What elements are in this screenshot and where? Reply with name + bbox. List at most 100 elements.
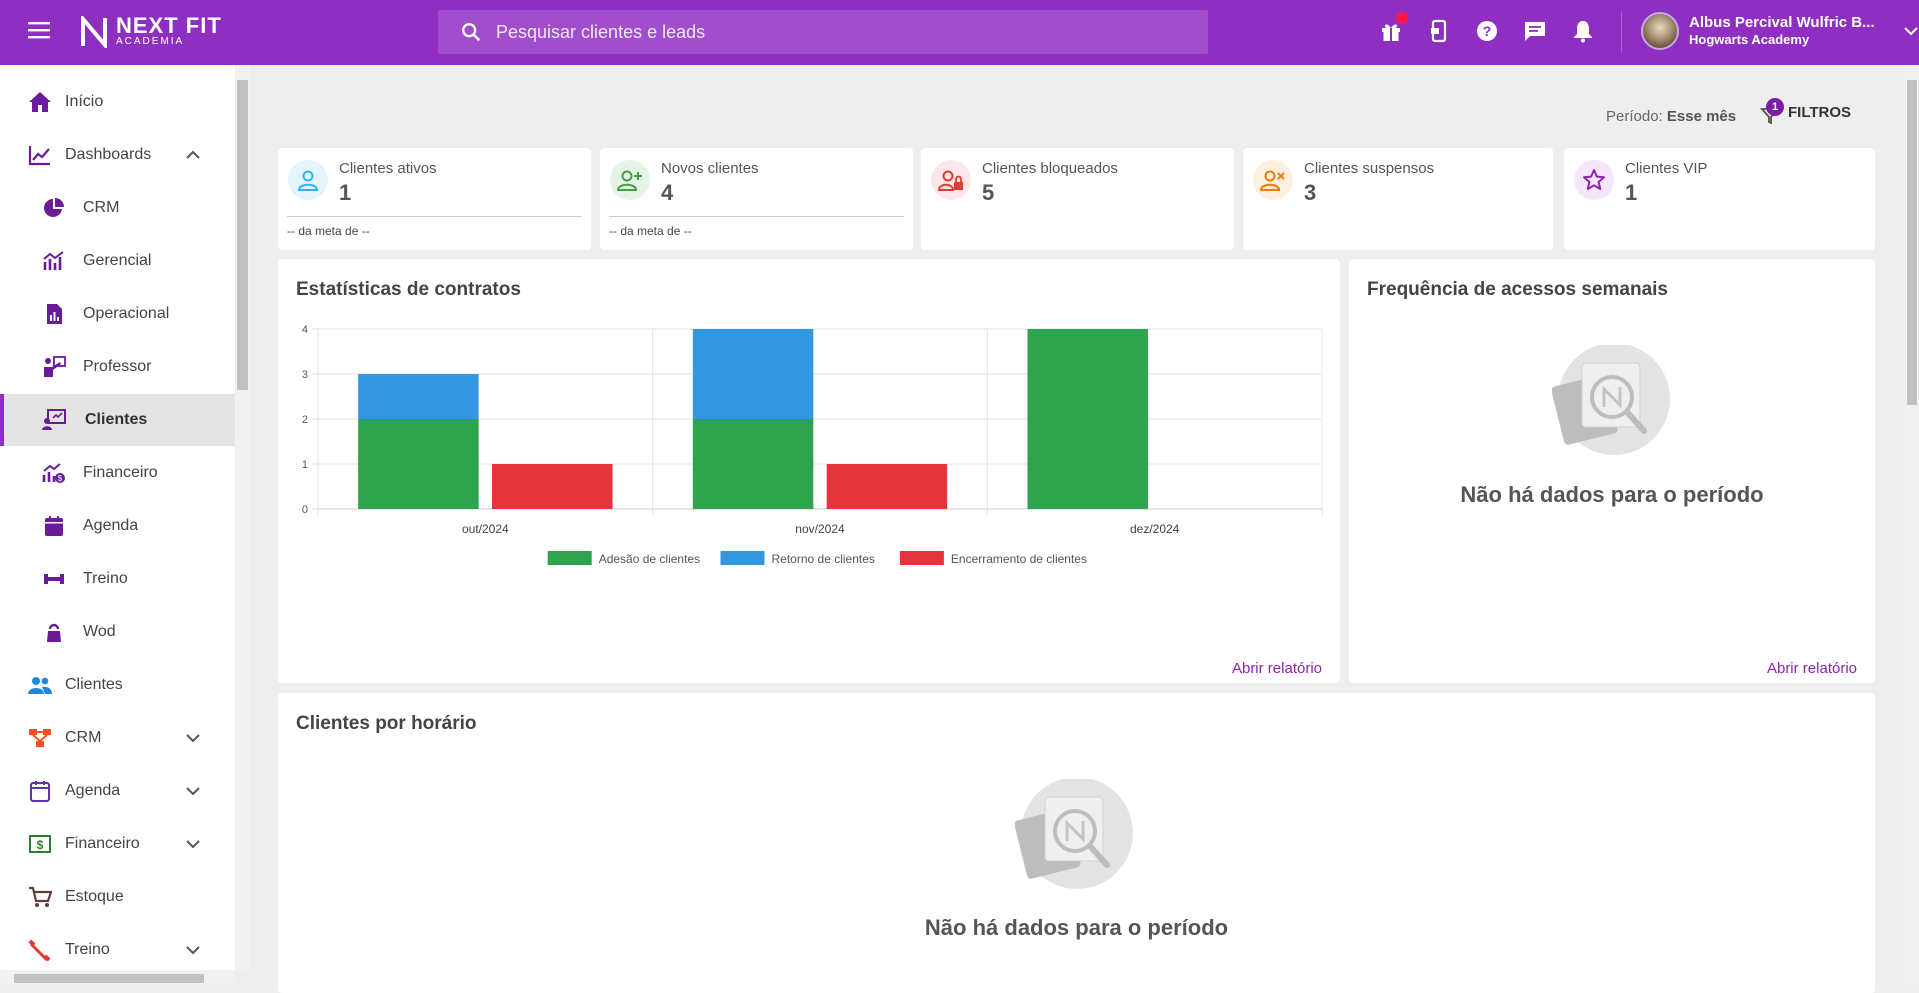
sidebar-item-label: CRM [83, 199, 120, 216]
sidebar-item-clientes[interactable]: Clientes [0, 659, 235, 711]
filters-button[interactable]: 1 FILTROS [1760, 98, 1852, 125]
period-selector[interactable]: Período: Esse mês [1606, 108, 1736, 125]
stat-title: Novos clientes [661, 160, 759, 177]
search-input[interactable] [496, 21, 1176, 43]
app-logo[interactable]: NEXT FIT ACADEMIA [80, 15, 222, 48]
sidebar-horizontal-scrollbar[interactable] [0, 970, 235, 985]
sidebar-item-label: Clientes [85, 411, 148, 428]
open-report-link[interactable]: Abrir relatório [1231, 660, 1322, 677]
stat-card-vip-clients[interactable]: Clientes VIP 1 [1564, 148, 1875, 250]
calendar-icon [45, 516, 63, 536]
bar [826, 464, 948, 509]
sidebar-item-label: Financeiro [65, 835, 140, 852]
stat-card-blocked-clients[interactable]: Clientes bloqueados 5 [921, 148, 1234, 250]
legend-swatch [899, 551, 944, 565]
contracts-bar-chart: 0 1 2 3 4 out/2024 nov/2024 dez/2024 Adesão de c… [302, 324, 1323, 566]
calendar-outline-icon [30, 781, 50, 802]
sidebar-item-operacional[interactable]: Operacional [0, 288, 235, 340]
help-icon[interactable]: ? [1474, 14, 1500, 48]
sidebar-item-label: Treino [65, 941, 110, 958]
card-title: Estatísticas de contratos [296, 279, 521, 300]
period-label: Período: [1606, 108, 1663, 125]
stat-value: 4 [661, 180, 674, 205]
sidebar-item-label: Agenda [83, 517, 139, 534]
stat-goal: -- da meta de -- [609, 224, 692, 238]
chevron-down-icon [186, 734, 200, 743]
x-tick-label: dez/2024 [1130, 522, 1180, 536]
bell-icon[interactable] [1570, 14, 1596, 48]
home-icon [29, 92, 51, 112]
sidebar-item-treino[interactable]: Treino [0, 924, 235, 976]
svg-text:$: $ [58, 474, 63, 483]
sidebar-item-label: Início [65, 93, 104, 110]
sidebar-item-agenda[interactable]: Agenda [0, 765, 235, 817]
document-chart-icon [47, 304, 62, 324]
stat-title: Clientes VIP [1625, 160, 1708, 177]
sidebar-item-label: Gerencial [83, 252, 152, 269]
empty-search-icon [1015, 779, 1133, 889]
avatar [1641, 12, 1679, 50]
sidebar-item-label: Wod [83, 623, 116, 640]
sidebar-item-label: CRM [65, 729, 102, 746]
legend-swatch [547, 551, 592, 565]
sidebar-item-crm-dashboard[interactable]: CRM [0, 182, 235, 234]
open-report-link[interactable]: Abrir relatório [1766, 660, 1857, 677]
sidebar-item-wod[interactable]: Wod [0, 606, 235, 658]
chevron-up-icon [186, 150, 200, 159]
sidebar-item-financeiro[interactable]: $ Financeiro [0, 818, 235, 870]
sidebar-item-estoque[interactable]: Estoque [0, 871, 235, 923]
sidebar-item-label: Dashboards [65, 146, 152, 163]
checkin-device-icon[interactable] [1426, 14, 1452, 48]
sidebar-hscroll-thumb[interactable] [14, 974, 204, 983]
search-box[interactable] [438, 10, 1208, 54]
sidebar-item-label: Estoque [65, 888, 124, 905]
sidebar-item-gerencial[interactable]: Gerencial [0, 235, 235, 287]
user-icon [288, 160, 328, 200]
legend-label: Retorno de clientes [772, 552, 875, 566]
card-title: Clientes por horário [296, 713, 477, 734]
sidebar-item-treino-dashboard[interactable]: Treino [0, 553, 235, 605]
gift-icon[interactable] [1378, 12, 1408, 48]
sidebar-item-label: Agenda [65, 782, 121, 799]
y-tick-label: 4 [302, 324, 308, 336]
sidebar-scrollbar[interactable] [235, 65, 250, 970]
sidebar-item-agenda-dashboard[interactable]: Agenda [0, 500, 235, 552]
stat-card-active-clients[interactable]: Clientes ativos 1 -- da meta de -- [278, 148, 591, 250]
teacher-icon [44, 356, 66, 377]
filters-label: FILTROS [1788, 103, 1852, 121]
chat-icon[interactable] [1522, 14, 1548, 48]
svg-text:$: $ [37, 838, 44, 852]
clients-by-hour-card: Clientes por horário Não há dados para o… [278, 693, 1875, 993]
stat-card-new-clients[interactable]: Novos clientes 4 -- da meta de -- [600, 148, 913, 250]
stat-title: Clientes bloqueados [982, 160, 1118, 177]
stat-value: 1 [339, 180, 352, 205]
sidebar-item-professor[interactable]: Professor [0, 341, 235, 393]
sidebar-item-dashboards[interactable]: Dashboards [0, 129, 235, 181]
sidebar-scrollbar-thumb[interactable] [237, 80, 248, 390]
sidebar-item-clientes-dashboard[interactable]: Clientes [0, 394, 235, 446]
user-org: Hogwarts Academy [1689, 32, 1810, 47]
chevron-down-icon [186, 840, 200, 849]
sidebar-item-label: Professor [83, 358, 152, 375]
sidebar-item-financeiro-dashboard[interactable]: $ Financeiro [0, 447, 235, 499]
stat-card-suspended-clients[interactable]: Clientes suspensos 3 [1243, 148, 1553, 250]
sidebar-item-inicio[interactable]: Início [0, 76, 235, 128]
divider [609, 216, 904, 217]
user-menu[interactable]: Albus Percival Wulfric B... Hogwarts Aca… [1641, 12, 1919, 50]
card-title: Frequência de acessos semanais [1367, 279, 1668, 300]
kettlebell-icon [47, 623, 61, 642]
menu-icon[interactable] [28, 20, 56, 44]
sidebar-item-label: Financeiro [83, 464, 158, 481]
divider [287, 216, 582, 217]
empty-search-icon [1552, 345, 1670, 455]
main-scrollbar[interactable] [1904, 65, 1919, 985]
frequency-card: Frequência de acessos semanais Não há da… [1349, 259, 1875, 683]
user-name: Albus Percival Wulfric B... [1689, 14, 1875, 31]
y-tick-label: 3 [302, 369, 308, 381]
bar [692, 419, 814, 509]
line-chart-icon [28, 146, 50, 166]
sidebar-item-label: Operacional [83, 305, 170, 322]
sidebar-item-crm[interactable]: CRM [0, 712, 235, 764]
legend-label: Encerramento de clientes [951, 552, 1087, 566]
main-scrollbar-thumb[interactable] [1907, 80, 1917, 405]
